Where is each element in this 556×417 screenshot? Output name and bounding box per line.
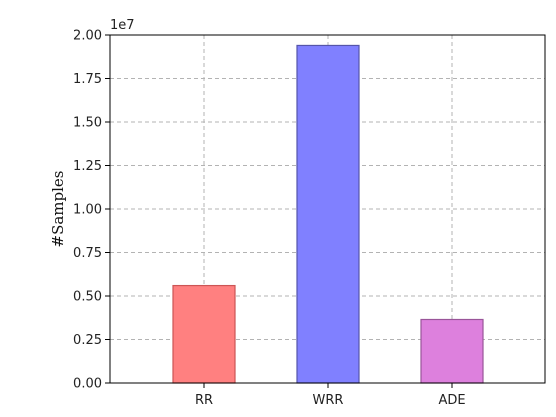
y-tick-label: 0.00: [73, 377, 102, 392]
y-offset-text: 1e7: [110, 18, 135, 33]
x-tick-label: WRR: [313, 393, 344, 408]
y-tick-label: 0.75: [73, 246, 102, 261]
y-tick-label: 0.50: [73, 290, 102, 305]
y-tick-label: 1.25: [73, 159, 102, 174]
x-axis: RR WRR ADE: [195, 383, 466, 408]
x-tick-label: ADE: [438, 393, 465, 408]
y-tick-label: 2.00: [73, 29, 102, 44]
bar-rr: [172, 284, 236, 384]
y-tick-label: 1.75: [73, 72, 102, 87]
bar-ade: [420, 318, 484, 384]
y-tick-label: 1.50: [73, 116, 102, 131]
bars: [172, 44, 484, 384]
y-axis: 0.00 0.25 0.50 0.75 1.00 1.25 1.50 1.75 2.00: [73, 29, 110, 392]
x-tick-label: RR: [195, 393, 213, 408]
bar-wrr: [296, 44, 360, 384]
y-tick-label: 0.25: [73, 333, 102, 348]
y-axis-label: #Samples: [49, 171, 67, 248]
y-tick-label: 1.00: [73, 203, 102, 218]
